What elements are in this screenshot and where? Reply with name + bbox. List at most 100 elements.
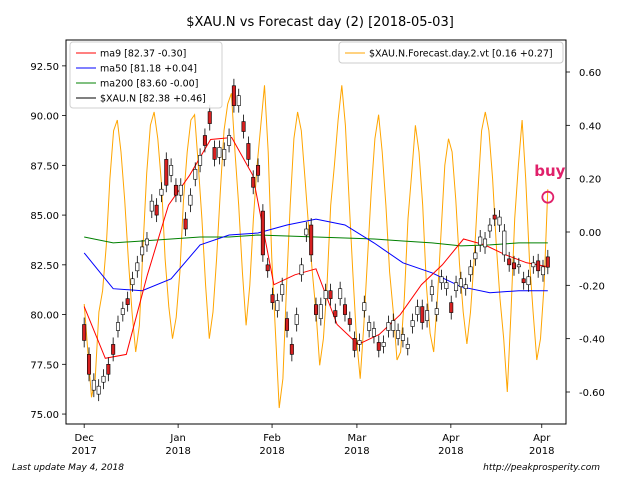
y-left-tick-label: 92.50 (30, 62, 59, 73)
y-left-tick-label: 77.50 (30, 360, 59, 371)
candle-body (91, 379, 96, 391)
x-tick-label-year: 2017 (71, 446, 96, 457)
plot-area: 75.00 77.50 80.00 82.50 85.00 87.50 90.00 92.50… (30, 39, 605, 457)
buy-annotation-label: buy (534, 162, 565, 180)
y-right-tick-label: 0.00 (579, 228, 601, 239)
x-tick-label-month: Apr (533, 433, 551, 444)
legend-right: $XAU.N.Forecast.day.2.vt [0.16 +0.27] (338, 41, 564, 64)
candle-body (275, 300, 280, 311)
candle-body (294, 314, 299, 325)
x-tick-label-year: 2018 (529, 446, 554, 457)
x-tick-label-month: Dec (75, 433, 94, 444)
candle-body (371, 328, 376, 337)
x-tick-label-year: 2018 (438, 446, 463, 457)
candle-body (376, 342, 381, 351)
candle-body (531, 262, 536, 268)
candle-body (251, 176, 256, 188)
candle-body (391, 320, 396, 331)
candle-body (222, 149, 227, 160)
y-left-tick-label: 87.50 (30, 161, 59, 172)
candle-body (502, 230, 507, 256)
candle-body (342, 304, 347, 315)
candle-body (536, 260, 541, 272)
y-right-tick-label: -0.60 (579, 388, 605, 399)
candle-body (333, 310, 338, 317)
candle-body (429, 286, 434, 295)
y-right-tick-label: -0.20 (579, 281, 605, 292)
candle-body (101, 375, 106, 383)
candle-body (473, 252, 478, 260)
y-left-tick-label: 82.50 (30, 261, 59, 272)
candle-body (87, 354, 92, 375)
candle-body (415, 306, 420, 315)
x-tick-label-month: Mar (347, 433, 367, 444)
candle-body (318, 304, 323, 319)
legend-left-label: ma50 [81.18 +0.04] (100, 64, 197, 75)
candle-body (241, 121, 246, 132)
candle-body (140, 246, 145, 256)
candle-body (154, 204, 159, 216)
candle-body (347, 318, 352, 325)
y-left-tick-label: 90.00 (30, 112, 59, 123)
candle-body (130, 278, 135, 286)
x-tick-label-year: 2018 (344, 446, 369, 457)
y-right-tick-label: -0.40 (579, 335, 605, 346)
y-right-tick-label: 0.40 (579, 121, 601, 132)
y-left-tick-label: 75.00 (30, 410, 59, 421)
candle-body (265, 264, 270, 272)
ma9-series-line (83, 136, 548, 359)
candle-body (304, 228, 309, 236)
y-right-tick-label: 0.60 (579, 68, 601, 79)
candle-body (120, 308, 125, 315)
candle-body (183, 218, 188, 230)
candle-body (270, 294, 275, 303)
candle-body (260, 210, 265, 256)
candle-body (178, 184, 183, 196)
candle-body (478, 236, 483, 246)
candle-body (386, 322, 391, 331)
legend-right-label: $XAU.N.Forecast.day.2.vt [0.16 +0.27] (369, 49, 553, 60)
candle-body (212, 147, 217, 160)
candle-body (193, 169, 198, 180)
candle-body (483, 238, 488, 248)
y-right-tick-label: 0.20 (579, 175, 601, 186)
y-left-tick-label: 85.00 (30, 211, 59, 222)
candle-body (115, 322, 120, 331)
candle-body (149, 200, 154, 212)
candle-body (198, 155, 203, 166)
candle-body (309, 224, 314, 256)
candle-body (381, 342, 386, 347)
candle-body (507, 258, 512, 266)
candle-body (487, 224, 492, 232)
candle-body (468, 266, 473, 276)
candle-body (444, 282, 449, 290)
candle-body (458, 278, 463, 288)
candle-body (396, 330, 401, 339)
candle-body (227, 135, 232, 146)
candle-body (144, 238, 149, 246)
candle-body (173, 184, 178, 196)
legend-left-box (69, 41, 223, 109)
last-update-label: Last update May 4, 2018 (12, 463, 124, 473)
candle-body (463, 284, 468, 290)
legend-right-box (338, 41, 564, 64)
candle-body (454, 282, 459, 291)
candle-body (497, 216, 502, 226)
buy-marker-circle (541, 190, 555, 204)
candle-body (202, 135, 207, 146)
candle-body (299, 264, 304, 276)
x-tick-label-year: 2018 (165, 446, 190, 457)
source-url-label: http://peakprosperity.com (483, 463, 600, 473)
candle-body (289, 344, 294, 355)
candle-body (526, 276, 531, 286)
candle-body (323, 290, 328, 299)
candle-body (82, 324, 87, 341)
candle-body (516, 264, 521, 268)
candle-body (362, 302, 367, 311)
candle-body (338, 288, 343, 299)
candle-body (236, 95, 241, 106)
x-tick-label-month: Jan (169, 433, 185, 444)
candle-body (439, 276, 444, 284)
candle-body (410, 320, 415, 327)
